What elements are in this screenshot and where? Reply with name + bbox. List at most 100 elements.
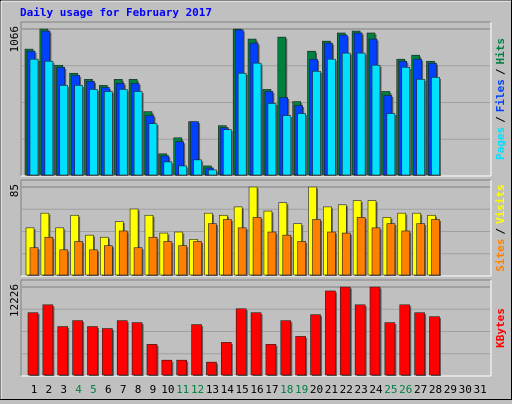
bar — [297, 241, 306, 276]
legend-entry: Sites — [494, 239, 507, 272]
bar — [369, 286, 381, 376]
x-tick-label: 5 — [90, 383, 97, 396]
bar — [356, 217, 366, 276]
bar — [223, 219, 232, 276]
x-tick-label: 1 — [31, 383, 38, 396]
bar — [161, 359, 173, 376]
bar — [133, 247, 143, 276]
bar — [42, 304, 54, 376]
bar — [72, 320, 83, 376]
bar — [416, 79, 425, 176]
bar — [178, 245, 187, 276]
bar — [431, 77, 440, 176]
bar — [118, 230, 128, 276]
bar — [401, 230, 411, 276]
legend: Sites / Visits — [494, 184, 507, 272]
bar — [148, 123, 158, 176]
x-tick-label: 3 — [60, 383, 67, 396]
bar — [104, 91, 113, 176]
bar — [208, 169, 217, 176]
bar — [252, 217, 262, 276]
x-tick-label: 26 — [399, 383, 412, 396]
bar — [163, 161, 173, 176]
bar — [356, 52, 366, 176]
x-tick-label: 8 — [135, 383, 142, 396]
bar — [386, 113, 396, 176]
x-tick-label: 22 — [340, 383, 353, 396]
x-tick-label: 17 — [265, 383, 278, 396]
legend-entry: KBytes — [494, 308, 507, 348]
bar — [116, 320, 128, 376]
bar — [252, 62, 262, 176]
bar — [341, 52, 351, 176]
chart-title: Daily usage for February 2017 — [20, 6, 212, 19]
bar — [74, 241, 83, 276]
x-tick-label: 27 — [414, 383, 427, 396]
bar — [265, 344, 277, 376]
x-tick-label: 6 — [105, 383, 112, 396]
bar — [250, 312, 262, 376]
legend-entry: Files — [494, 79, 507, 112]
bar — [176, 359, 187, 376]
bar — [87, 326, 98, 376]
y-tick-label: 1066 — [8, 26, 21, 53]
x-tick-label: 28 — [429, 383, 442, 396]
bar — [235, 308, 247, 376]
bar — [312, 71, 321, 176]
bar — [371, 227, 381, 276]
bar — [416, 223, 425, 276]
bar — [178, 165, 187, 176]
bar — [399, 304, 411, 376]
bar — [221, 342, 232, 376]
x-tick-label: 7 — [120, 383, 127, 396]
bar — [384, 322, 396, 376]
x-tick-label: 14 — [221, 383, 235, 396]
bar — [74, 85, 83, 176]
bar — [89, 89, 98, 176]
bar — [44, 60, 54, 176]
bar — [27, 312, 39, 376]
bar — [401, 67, 411, 176]
x-tick-label: 25 — [384, 383, 397, 396]
bar — [131, 322, 143, 376]
x-tick-label: 11 — [176, 383, 189, 396]
x-tick-label: 19 — [295, 383, 308, 396]
x-tick-label: 24 — [369, 383, 383, 396]
bar — [267, 231, 277, 276]
x-tick-label: 13 — [206, 383, 219, 396]
x-tick-label: 29 — [444, 383, 457, 396]
bar — [386, 223, 396, 276]
bar — [193, 159, 202, 176]
bar — [89, 249, 98, 276]
x-tick-label: 23 — [355, 383, 368, 396]
bar — [312, 219, 321, 276]
legend-separator: / — [494, 68, 507, 75]
bar — [267, 103, 277, 176]
bar — [223, 129, 232, 176]
bar — [193, 241, 202, 276]
bar — [282, 234, 292, 276]
legend-separator: / — [494, 228, 507, 235]
bar — [295, 336, 306, 376]
legend-entry: Pages — [494, 127, 507, 160]
x-tick-label: 9 — [150, 383, 157, 396]
bar — [237, 227, 247, 276]
bar — [414, 312, 425, 376]
bar — [341, 232, 351, 276]
bar — [146, 344, 158, 376]
bar — [133, 91, 143, 176]
bar — [102, 328, 113, 376]
legend-separator: / — [494, 116, 507, 123]
bar — [29, 247, 39, 276]
legend-entry: Visits — [494, 184, 507, 224]
x-tick-label: 20 — [310, 383, 323, 396]
bar — [354, 304, 366, 376]
bar — [339, 286, 351, 376]
x-tick-label: 12 — [191, 383, 204, 396]
x-tick-label: 21 — [325, 383, 338, 396]
bar — [371, 64, 381, 176]
x-tick-label: 16 — [250, 383, 263, 396]
x-tick-label: 15 — [236, 383, 249, 396]
legend: Pages / Files / Hits — [494, 38, 507, 160]
